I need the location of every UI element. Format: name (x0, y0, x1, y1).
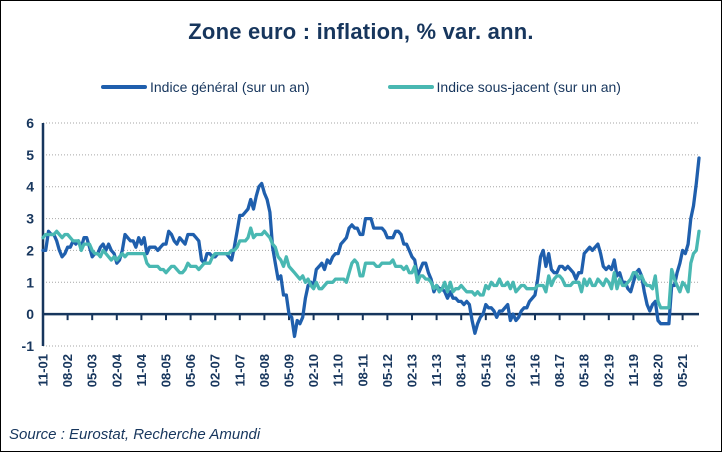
x-tick-label: 08-20 (651, 354, 666, 387)
y-tick-label: 1 (26, 274, 34, 290)
core-line-swatch (387, 85, 434, 89)
headline-series-line (41, 156, 701, 339)
x-tick-label: 05-18 (577, 354, 592, 387)
chart-title: Zone euro : inflation, % var. ann. (188, 19, 534, 44)
x-tick-label: 11-19 (626, 354, 641, 387)
x-tick-label: 08-02 (60, 354, 75, 387)
x-tick-label: 11-16 (528, 354, 543, 387)
y-tick-label: -1 (22, 338, 35, 354)
legend-item-core: Indice sous-jacent (sur un an) (387, 79, 621, 95)
core-series-line (41, 226, 701, 310)
y-tick-label: 4 (26, 179, 34, 195)
x-tick-label: 11-04 (134, 353, 149, 386)
y-tick-label: 0 (26, 306, 34, 322)
x-tick-label: 02-16 (503, 354, 518, 387)
core-legend-label: Indice sous-jacent (sur un an) (436, 79, 621, 95)
x-tick-label: 05-03 (85, 354, 100, 387)
x-tick-label: 02-13 (405, 354, 420, 387)
y-tick-label: 2 (26, 242, 34, 258)
x-tick-label: 05-15 (478, 354, 493, 387)
chart-legend: Indice général (sur un an) Indice sous-j… (1, 79, 721, 95)
x-tick-label: 08-11 (355, 354, 370, 387)
y-tick-label: 3 (26, 211, 34, 227)
x-tick-label: 05-12 (380, 354, 395, 387)
source-note: Source : Eurostat, Recherche Amundi (9, 426, 261, 443)
x-tick-label: 08-08 (257, 354, 272, 387)
x-tick-label: 05-21 (675, 354, 690, 387)
x-tick-label: 02-10 (306, 354, 321, 387)
x-tick-label: 11-01 (36, 354, 51, 387)
x-tick-label: 02-07 (208, 354, 223, 387)
gridlines (43, 122, 699, 347)
x-tick-label: 02-19 (601, 354, 616, 387)
x-tick-label: 08-05 (159, 354, 174, 387)
headline-line-swatch (101, 85, 147, 89)
x-tick-label: 02-04 (109, 353, 124, 387)
y-axis-labels: -1 0 1 2 3 4 5 6 (22, 115, 35, 354)
headline-legend-label: Indice général (sur un an) (150, 79, 310, 95)
x-axis-labels: 11-01 08-02 05-03 02-04 11-04 08-05 05-06 02-07… (36, 353, 691, 387)
y-tick-label: 6 (26, 115, 34, 131)
x-tick-label: 11-10 (331, 354, 346, 387)
x-tick-label: 11-07 (232, 354, 247, 387)
legend-item-headline: Indice général (sur un an) (101, 79, 310, 95)
y-tick-label: 5 (26, 147, 34, 163)
x-tick-label: 05-09 (282, 354, 297, 387)
x-tick-label: 08-17 (552, 354, 567, 387)
x-tick-label: 11-13 (429, 354, 444, 387)
x-tick-label: 05-06 (183, 354, 198, 387)
x-tick-label: 08-14 (454, 353, 469, 387)
